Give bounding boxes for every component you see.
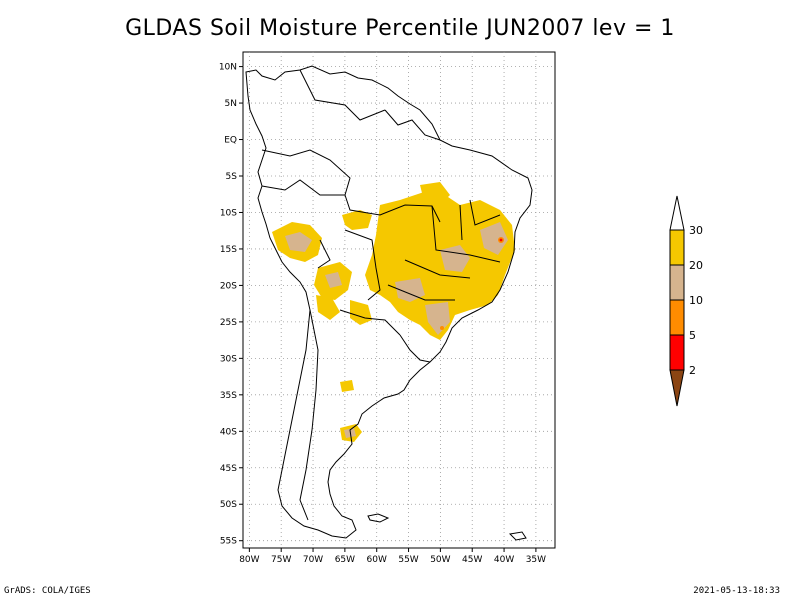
tierra-del-fuego-island	[508, 531, 527, 541]
border-peru-bolivia	[317, 239, 331, 269]
border-argentina-paraguay	[339, 309, 401, 336]
legend-box-10-20	[669, 264, 685, 301]
lon-tick-label: 60W	[367, 555, 387, 565]
legend-box-2-5	[669, 334, 685, 371]
lat-tick-label: 5S	[226, 172, 238, 182]
lat-tick-label: 20S	[220, 281, 237, 291]
lat-tick-label: 10S	[220, 208, 237, 218]
border-venezuela	[299, 69, 386, 121]
border-ecuador-peru	[261, 179, 345, 196]
falklands	[367, 513, 390, 523]
map-frame	[242, 51, 556, 549]
lat-tick-label: 45S	[220, 464, 237, 474]
border-brazil-peru	[344, 194, 441, 223]
percentile-shading	[272, 182, 515, 442]
lat-tick-label: 5N	[225, 99, 237, 109]
grads-credit: GrADS: COLA/IGES	[4, 586, 91, 596]
lon-tick-label: 40W	[494, 555, 514, 565]
lon-tick-label: 70W	[303, 555, 323, 565]
border-guianas	[384, 109, 441, 141]
lat-tick-label: 10N	[219, 63, 237, 73]
shade-10-20-ms	[395, 278, 425, 302]
border-bolivia-brazil	[344, 229, 381, 301]
lon-tick-label: 35W	[526, 555, 546, 565]
shade-10-20-bo	[325, 272, 342, 288]
coastline	[245, 65, 533, 539]
lon-tick-label: 55W	[398, 555, 418, 565]
shade-20-30-brazil	[365, 190, 515, 340]
shade-10-20-ba	[480, 222, 508, 255]
lon-tick-label: 80W	[239, 555, 259, 565]
shade-2-5-spot	[499, 238, 503, 242]
legend-label-10: 10	[689, 294, 703, 307]
shade-20-30-chile-north	[316, 295, 340, 320]
lat-tick-label: 55S	[220, 537, 237, 547]
lat-tick-label: 40S	[220, 427, 237, 437]
legend-box-20-30	[669, 229, 685, 266]
coastlines-borders	[245, 65, 533, 539]
lon-tick-label: 50W	[430, 555, 450, 565]
islands	[367, 513, 527, 541]
page-title: GLDAS Soil Moisture Percentile JUN2007 l…	[125, 16, 675, 41]
lat-tick-label: 35S	[220, 391, 237, 401]
legend-label-5: 5	[689, 329, 696, 342]
latitude-labels: 10N 5N EQ 5S 10S 15S 20S 25S 30S 35S 40S 45S 50S 55S	[219, 63, 243, 547]
legend-cap-top	[669, 195, 685, 231]
lat-tick-label: 25S	[220, 318, 237, 328]
shade-10-20-pr	[425, 302, 450, 335]
lat-tick-label: EQ	[224, 136, 237, 146]
render-timestamp: 2021-05-13-18:33	[693, 586, 780, 596]
colorbar-legend: 30 20 10 5 2	[669, 195, 703, 407]
legend-label-2: 2	[689, 364, 696, 377]
shade-10-20-peru	[285, 232, 312, 252]
border-uruguay	[399, 334, 431, 363]
longitude-labels: 80W 75W 70W 65W 60W 55W 50W 45W 40W 35W	[239, 548, 546, 565]
lon-tick-label: 75W	[271, 555, 291, 565]
legend-cap-bottom	[669, 369, 685, 407]
border-brazil-states	[387, 199, 501, 301]
shade-20-30-argentina-c	[340, 380, 354, 392]
lat-tick-label: 50S	[220, 500, 237, 510]
shade-20-30-paraguay	[350, 300, 372, 325]
lon-tick-label: 65W	[335, 555, 355, 565]
shade-5-10-spot-2	[440, 326, 444, 330]
legend-box-5-10	[669, 299, 685, 336]
border-chile-argentina	[299, 309, 319, 521]
lat-tick-label: 30S	[220, 354, 237, 364]
lat-tick-label: 15S	[220, 245, 237, 255]
legend-label-30: 30	[689, 224, 703, 237]
shade-20-30-brazil-north	[420, 182, 450, 205]
lon-tick-label: 45W	[462, 555, 482, 565]
legend-label-20: 20	[689, 259, 703, 272]
border-colombia	[261, 149, 351, 196]
shade-20-30-amazon	[342, 210, 372, 230]
